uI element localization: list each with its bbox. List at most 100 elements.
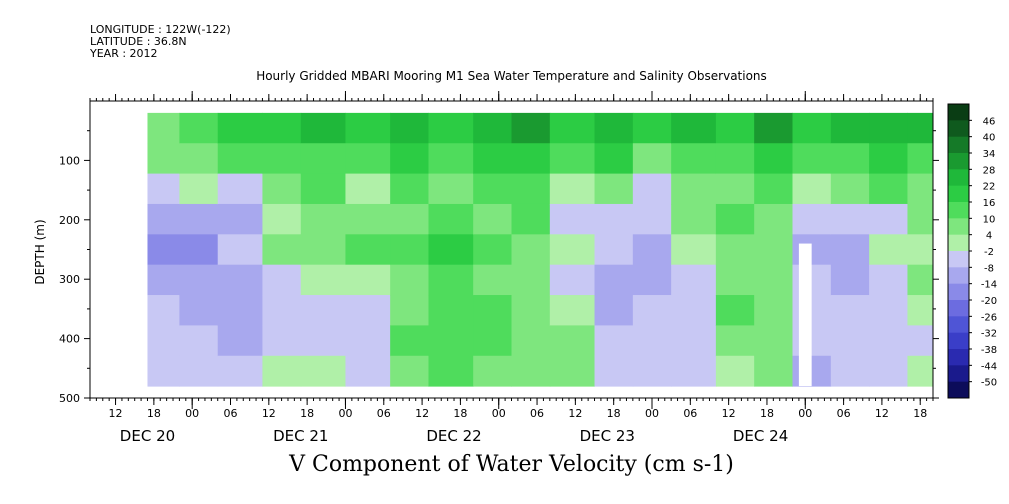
heatmap-cell bbox=[300, 325, 346, 357]
colorbar-label: 28 bbox=[983, 165, 996, 176]
y-tick-label: 100 bbox=[59, 154, 80, 167]
heatmap-cell bbox=[262, 143, 302, 175]
colorbar-label: -26 bbox=[981, 312, 997, 323]
heatmap-cell bbox=[754, 325, 793, 357]
heatmap-cell bbox=[511, 355, 551, 387]
heatmap-cell bbox=[262, 203, 302, 235]
heatmap-cell bbox=[511, 325, 551, 357]
heatmap-cell bbox=[147, 295, 180, 326]
heatmap-cell bbox=[147, 203, 180, 235]
x-tick-label: 18 bbox=[607, 407, 621, 420]
heatmap-cell bbox=[715, 173, 755, 205]
heatmap-cell bbox=[792, 143, 832, 175]
colorbar-swatch bbox=[948, 381, 969, 399]
heatmap-cell bbox=[300, 355, 346, 387]
colorbar-label: 10 bbox=[983, 214, 996, 225]
heatmap-cell bbox=[473, 355, 512, 387]
heatmap-cell bbox=[792, 234, 832, 266]
heatmap-cell bbox=[869, 355, 908, 387]
x-tick-label: 06 bbox=[683, 407, 697, 420]
x-tick-label: 00 bbox=[185, 407, 199, 420]
heatmap-cell bbox=[715, 295, 755, 326]
heatmap-cell bbox=[473, 234, 512, 266]
heatmap-cell bbox=[869, 264, 908, 296]
heatmap-cell bbox=[179, 325, 219, 357]
heatmap-cell bbox=[262, 325, 302, 357]
heatmap-cell bbox=[390, 355, 429, 387]
heatmap-cell bbox=[217, 295, 263, 326]
heatmap-cell bbox=[473, 264, 512, 296]
heatmap-cell bbox=[511, 234, 551, 266]
heatmap-cell bbox=[907, 234, 934, 266]
heatmap-cell bbox=[715, 325, 755, 357]
colorbar-swatch bbox=[948, 136, 969, 154]
heatmap-cell bbox=[830, 203, 870, 235]
heatmap-cell bbox=[632, 264, 672, 296]
x-tick-label: 06 bbox=[837, 407, 851, 420]
heatmap-cell bbox=[594, 264, 634, 296]
heatmap-cell bbox=[594, 112, 634, 144]
heatmap-cell bbox=[179, 143, 219, 175]
x-tick-label: 06 bbox=[530, 407, 544, 420]
heatmap-cell bbox=[715, 112, 755, 144]
colorbar-swatch bbox=[948, 283, 969, 301]
heatmap-cell bbox=[754, 143, 793, 175]
colorbar-swatch bbox=[948, 332, 969, 350]
x-tick-label: 00 bbox=[798, 407, 812, 420]
heatmap-cell bbox=[869, 325, 908, 357]
heatmap-cell bbox=[147, 143, 180, 175]
x-tick-label: 18 bbox=[147, 407, 161, 420]
heatmap-cell bbox=[511, 112, 551, 144]
heatmap-cell bbox=[754, 234, 793, 266]
date-label: DEC 20 bbox=[120, 427, 175, 445]
year-label: YEAR : 2012 bbox=[90, 47, 158, 60]
x-tick-label: 12 bbox=[722, 407, 736, 420]
heatmap-cell bbox=[754, 112, 793, 144]
x-tick-label: 12 bbox=[415, 407, 429, 420]
colorbar-swatch bbox=[948, 300, 969, 317]
colorbar-swatch bbox=[948, 202, 969, 219]
heatmap-cell bbox=[345, 203, 391, 235]
heatmap-cell bbox=[671, 143, 717, 175]
heatmap-cell bbox=[907, 264, 934, 296]
date-label: DEC 23 bbox=[580, 427, 635, 445]
colorbar-label: 22 bbox=[983, 182, 996, 193]
heatmap-cell bbox=[830, 325, 870, 357]
colorbar-label: -20 bbox=[981, 296, 997, 307]
heatmap-cell bbox=[147, 325, 180, 357]
x-tick-label: 12 bbox=[875, 407, 889, 420]
heatmap-cell bbox=[262, 173, 302, 205]
heatmap-cell bbox=[907, 355, 934, 387]
heatmap-cell bbox=[671, 173, 717, 205]
heatmap-cell bbox=[594, 325, 634, 357]
heatmap-cell bbox=[907, 112, 934, 144]
latitude-label: LATITUDE : 36.8N bbox=[90, 35, 187, 48]
heatmap-cell bbox=[390, 173, 429, 205]
date-label: DEC 21 bbox=[273, 427, 328, 445]
colorbar-swatch bbox=[948, 153, 969, 170]
colorbar-label: 4 bbox=[986, 231, 992, 242]
colorbar-label: -2 bbox=[984, 247, 994, 258]
colorbar-swatch bbox=[948, 169, 969, 187]
heatmap-cell bbox=[792, 203, 832, 235]
x-tick-label: 12 bbox=[262, 407, 276, 420]
heatmap-cell bbox=[907, 295, 934, 326]
heatmap-cell bbox=[511, 173, 551, 205]
heatmap-cell bbox=[549, 295, 596, 326]
heatmap-cell bbox=[671, 295, 717, 326]
heatmap-cell bbox=[262, 295, 302, 326]
heatmap-cell bbox=[549, 264, 596, 296]
colorbar-swatch bbox=[948, 120, 969, 138]
heatmap-cell bbox=[792, 112, 832, 144]
heatmap-cell bbox=[147, 264, 180, 296]
heatmap-cell bbox=[869, 203, 908, 235]
colorbar-label: 40 bbox=[983, 133, 996, 144]
heatmap-cell bbox=[671, 234, 717, 266]
heatmap-cell bbox=[594, 355, 634, 387]
heatmap-cell bbox=[345, 355, 391, 387]
longitude-label: LONGITUDE : 122W(-122) bbox=[90, 23, 231, 36]
x-tick-label: 00 bbox=[338, 407, 352, 420]
colorbar-label: -50 bbox=[981, 378, 997, 389]
heatmap-cell bbox=[907, 143, 934, 175]
